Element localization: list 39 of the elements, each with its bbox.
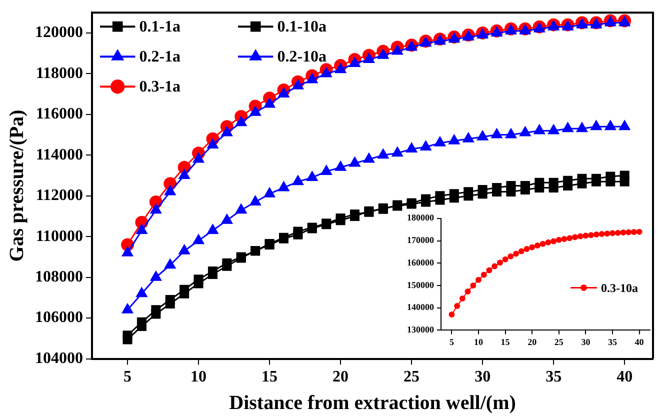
y-tick-label: 140000 (407, 302, 434, 312)
x-tick-label: 30 (581, 336, 591, 347)
x-tick-label: 35 (546, 368, 562, 386)
x-tick-label: 40 (616, 368, 633, 386)
x-tick-label: 20 (332, 368, 349, 386)
x-axis-title: Distance from extraction well/(m) (229, 392, 516, 414)
x-tick-label: 20 (528, 336, 538, 347)
y-tick-label: 112000 (36, 187, 83, 204)
y-axis-title: Gas pressure/(Pa) (6, 110, 28, 262)
x-tick-label: 35 (608, 336, 618, 347)
x-tick-label: 10 (474, 336, 484, 347)
y-tick-label: 180000 (407, 212, 434, 223)
y-tick-label: 120000 (35, 24, 83, 42)
legend-label: 0.2-1a (139, 48, 181, 66)
y-tick-label: 170000 (407, 235, 434, 246)
x-tick-label: 30 (474, 368, 491, 386)
legend-label: 0.3-10a (600, 280, 638, 295)
x-tick-label: 10 (190, 368, 207, 386)
x-tick-label: 5 (124, 368, 132, 386)
y-tick-label: 104000 (35, 350, 83, 367)
x-tick-label: 5 (449, 336, 454, 347)
y-tick-label: 106000 (35, 309, 83, 326)
y-tick-label: 108000 (35, 268, 83, 286)
legend-label: 0.2-10a (277, 48, 327, 66)
legend-label: 0.3-1a (139, 78, 181, 96)
y-tick-label: 160000 (407, 257, 434, 268)
x-tick-label: 15 (500, 336, 510, 347)
x-tick-label: 25 (404, 368, 420, 386)
x-tick-label: 25 (554, 336, 564, 347)
y-tick-label: 118000 (36, 64, 83, 82)
y-tick-label: 114000 (36, 146, 83, 164)
y-tick-label: 150000 (407, 280, 434, 290)
x-tick-label: 40 (634, 336, 644, 347)
x-tick-label: 15 (262, 368, 278, 386)
legend-label: 0.1-10a (277, 18, 327, 36)
legend-label: 0.1-1a (139, 18, 181, 36)
y-tick-label: 116000 (36, 106, 83, 123)
y-tick-label: 110000 (36, 228, 83, 245)
y-tick-label: 130000 (407, 324, 434, 335)
